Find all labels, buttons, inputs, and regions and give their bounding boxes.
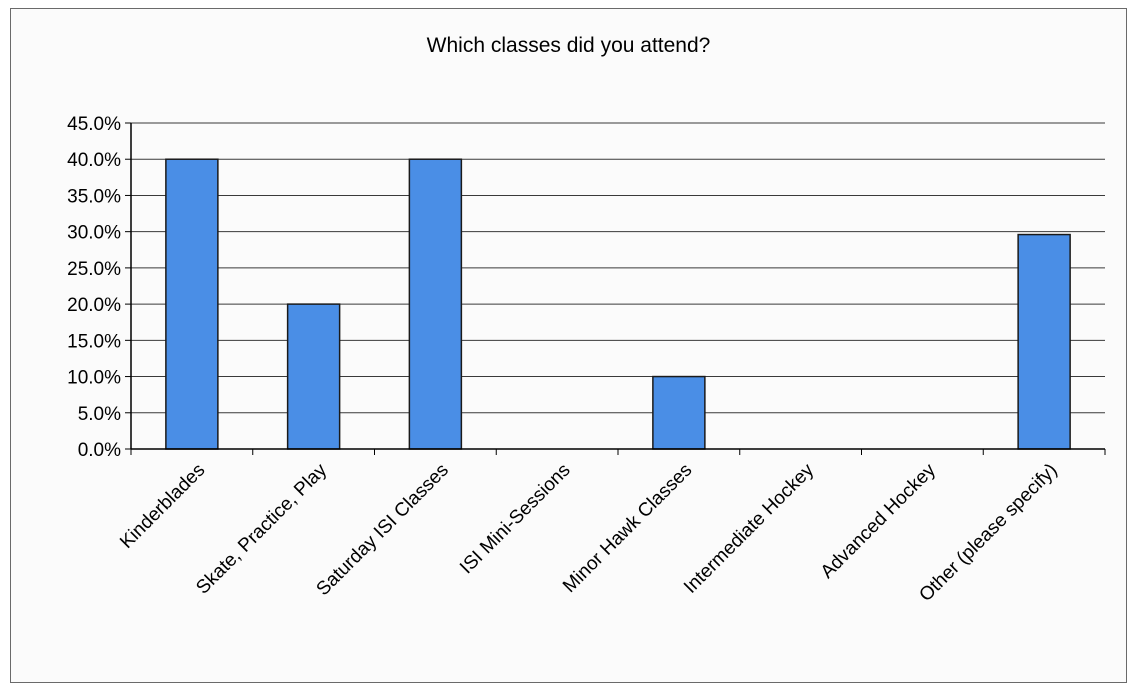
y-tick-label: 25.0%: [67, 259, 121, 280]
x-category-label: Skate, Practice, Play: [192, 459, 331, 598]
bar: [408, 158, 463, 450]
y-tick-label: 5.0%: [78, 404, 121, 425]
x-category-label: Saturday ISI Classes: [313, 460, 453, 600]
y-tick-label: 0.0%: [78, 440, 121, 461]
bar: [652, 375, 706, 450]
axes: [130, 123, 1106, 455]
x-category-label: Advanced Hockey: [817, 459, 940, 582]
bar: [1017, 233, 1071, 450]
y-tick-label: 20.0%: [67, 295, 121, 316]
y-tick-label: 45.0%: [67, 114, 121, 135]
chart-title: Which classes did you attend?: [426, 34, 711, 57]
y-tick-label: 10.0%: [67, 368, 121, 389]
x-category-label: Intermediate Hockey: [680, 459, 818, 597]
bar: [165, 158, 219, 450]
y-tick-label: 40.0%: [67, 150, 121, 171]
gridlines: [131, 122, 1105, 414]
y-tick-label: 15.0%: [67, 331, 121, 352]
x-category-label: ISI Mini-Sessions: [456, 460, 575, 579]
x-category-label: Kinderblades: [116, 460, 209, 553]
y-axis-ticks: 0.0% 5.0% 10.0% 15.0% 20.0% 25.0% 30.0% 35.0% 40…: [67, 114, 131, 461]
y-tick-label: 35.0%: [67, 186, 121, 207]
x-category-label: Other (please specify): [915, 460, 1061, 606]
x-category-label: Minor Hawk Classes: [559, 460, 696, 597]
y-tick-label: 30.0%: [67, 223, 121, 244]
bar: [286, 303, 341, 450]
